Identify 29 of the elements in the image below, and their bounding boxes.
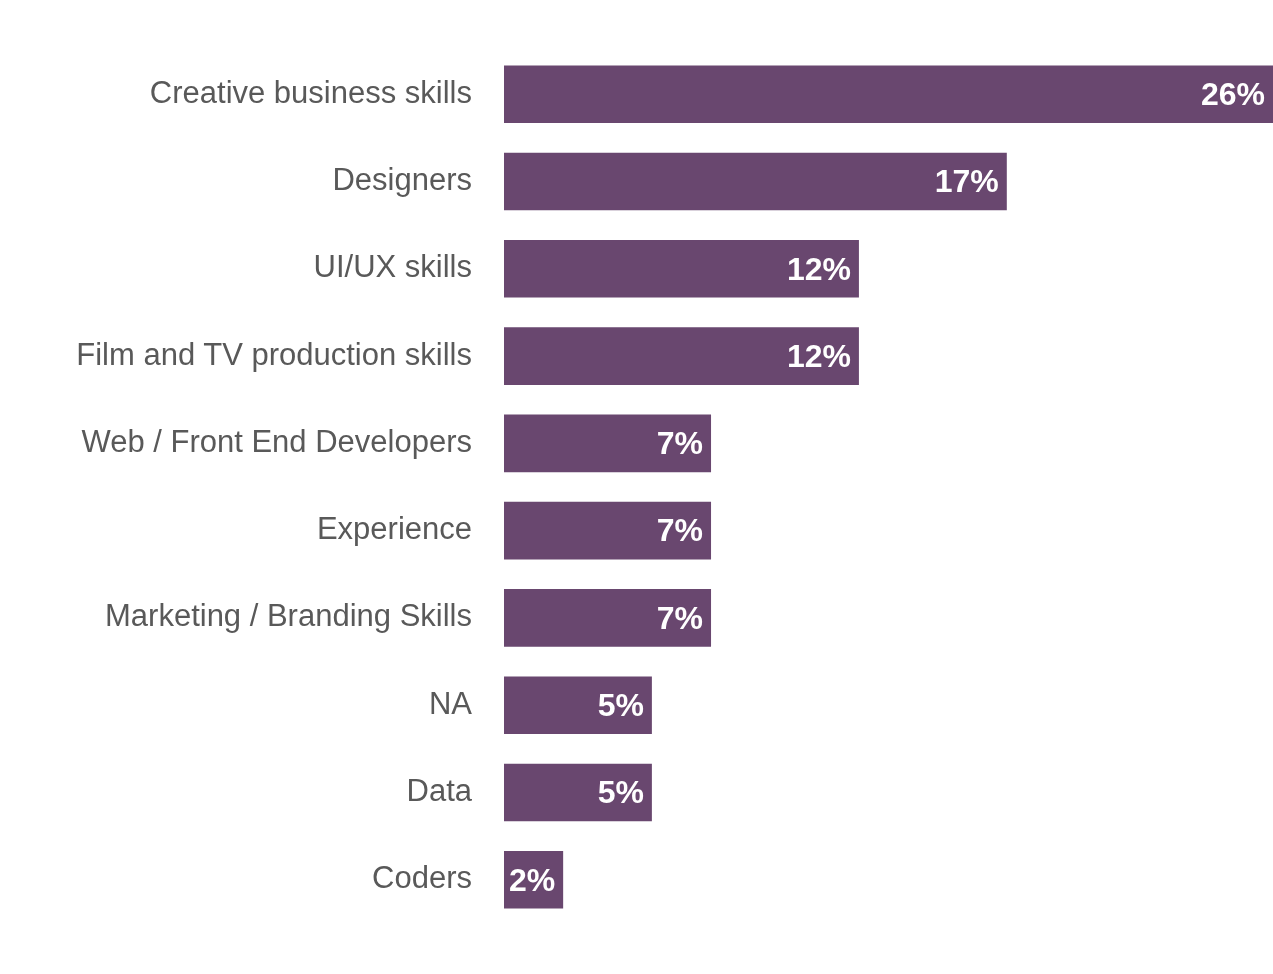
data-label: 26% <box>1200 76 1265 113</box>
bar <box>504 65 1273 124</box>
bar <box>504 414 712 473</box>
data-label: 12% <box>786 250 851 287</box>
bar <box>504 501 712 560</box>
data-label: 12% <box>786 337 851 374</box>
data-label: 5% <box>597 774 644 811</box>
y-tick-label: UI/UX skills <box>313 249 472 285</box>
y-tick-label: Experience <box>316 511 472 547</box>
y-tick-label: Coders <box>372 860 472 896</box>
data-label: 7% <box>656 512 704 549</box>
bar <box>504 589 712 647</box>
bar <box>504 240 859 298</box>
y-tick-label: Web / Front End Developers <box>81 423 472 459</box>
y-tick-label: NA <box>428 685 473 721</box>
data-label: 17% <box>934 163 999 200</box>
y-tick-label: Creative business skills <box>149 74 472 110</box>
bar <box>504 152 1007 211</box>
y-tick-label: Data <box>406 773 473 809</box>
bar <box>504 676 652 734</box>
y-tick-label: Designers <box>332 162 472 198</box>
data-label: 7% <box>656 599 704 636</box>
data-label: 7% <box>656 425 704 462</box>
data-label: 5% <box>597 687 644 724</box>
data-label: 2% <box>508 861 556 898</box>
bar <box>504 763 652 822</box>
y-tick-label: Marketing / Branding Skills <box>105 598 472 634</box>
bar <box>504 327 859 385</box>
y-tick-label: Film and TV production skills <box>76 336 472 372</box>
